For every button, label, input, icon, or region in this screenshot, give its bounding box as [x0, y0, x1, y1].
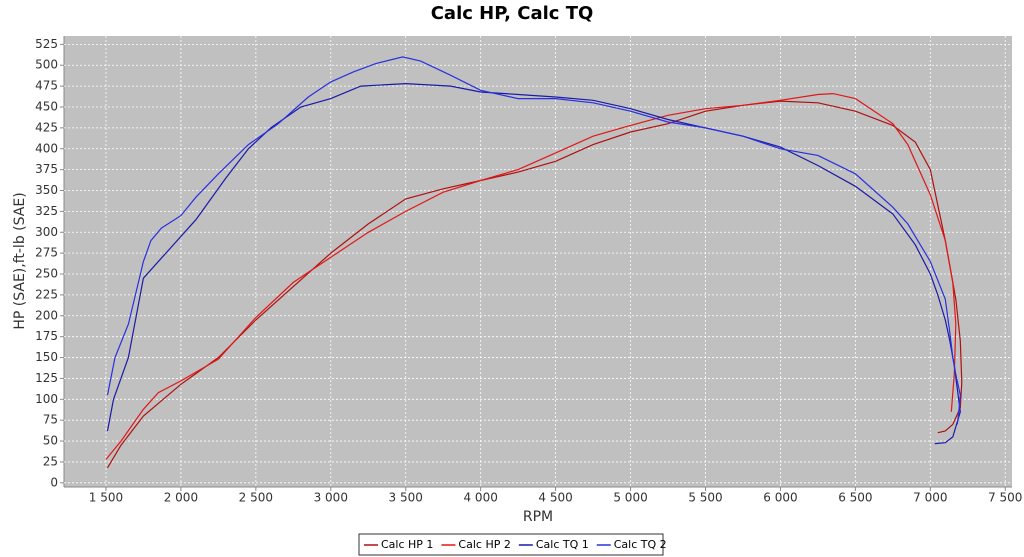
plot-area [64, 36, 1012, 487]
y-tick-label: 500 [35, 58, 58, 72]
y-tick-label: 225 [35, 287, 58, 301]
y-tick-label: 200 [35, 308, 58, 322]
y-tick-label: 75 [43, 413, 58, 427]
x-tick-label: 2 000 [164, 491, 198, 505]
x-tick-label: 5 500 [688, 491, 722, 505]
x-tick-label: 1 500 [89, 491, 123, 505]
x-tick-label: 2 500 [239, 491, 273, 505]
x-axis-title: RPM [523, 509, 553, 525]
y-tick-label: 300 [35, 225, 58, 239]
y-tick-label: 250 [35, 267, 58, 281]
x-tick-label: 7 000 [913, 491, 947, 505]
y-tick-label: 350 [35, 183, 58, 197]
x-tick-label: 6 500 [838, 491, 872, 505]
x-tick-label: 4 000 [463, 491, 497, 505]
y-tick-label: 450 [35, 99, 58, 113]
y-tick-label: 475 [35, 79, 58, 93]
legend-label: Calc TQ 2 [614, 538, 667, 551]
y-tick-label: 525 [35, 37, 58, 51]
y-tick-label: 425 [35, 120, 58, 134]
x-tick-label: 6 000 [763, 491, 797, 505]
series-line [106, 82, 961, 445]
x-tick-label: 4 500 [538, 491, 572, 505]
series-line [106, 100, 963, 469]
chart-title: Calc HP, Calc TQ [431, 3, 594, 24]
legend [358, 533, 664, 556]
y-tick-label: 375 [35, 162, 58, 176]
x-tick-label: 3 500 [389, 491, 423, 505]
y-tick-label: 325 [35, 204, 58, 218]
legend-label: Calc HP 2 [458, 538, 510, 551]
x-tick-label: 7 500 [988, 491, 1022, 505]
y-tick-label: 175 [35, 329, 58, 343]
legend-label: Calc HP 1 [381, 538, 433, 551]
y-axis-title: HP (SAE),ft-lb (SAE) [12, 192, 28, 329]
y-tick-label: 0 [50, 475, 58, 489]
y-tick-label: 125 [35, 371, 58, 385]
x-tick-label: 3 000 [314, 491, 348, 505]
y-tick-label: 150 [35, 350, 58, 364]
y-tick-label: 100 [35, 392, 58, 406]
y-tick-label: 25 [43, 454, 58, 468]
y-tick-label: 50 [43, 434, 58, 448]
y-tick-label: 275 [35, 246, 58, 260]
series-line [106, 56, 961, 425]
series-line [105, 92, 957, 460]
y-tick-label: 400 [35, 141, 58, 155]
legend-label: Calc TQ 1 [536, 538, 589, 551]
x-tick-label: 5 000 [613, 491, 647, 505]
